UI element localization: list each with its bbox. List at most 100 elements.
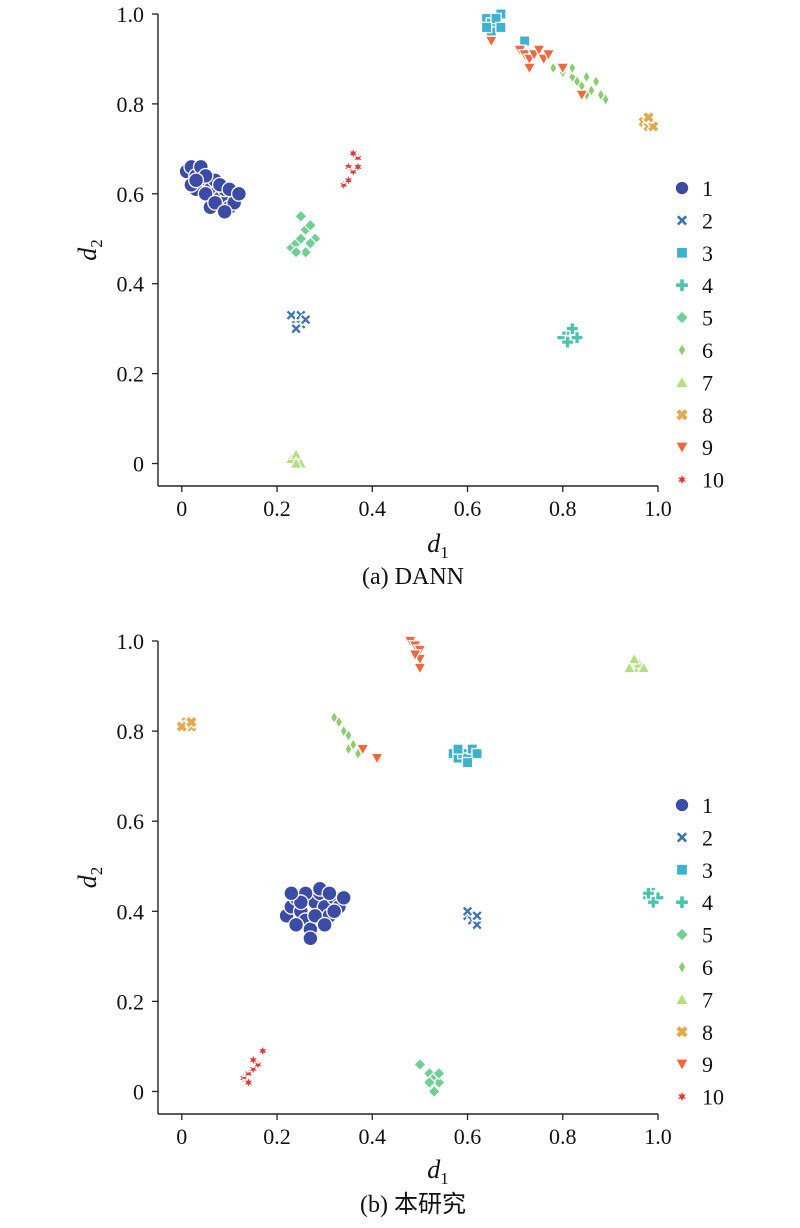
legend-marker-10 bbox=[674, 1088, 690, 1105]
data-point bbox=[355, 743, 370, 757]
legend-marker-6 bbox=[677, 959, 687, 975]
y-tick-label: 1.0 bbox=[117, 2, 145, 27]
data-point bbox=[216, 203, 233, 220]
data-point bbox=[299, 313, 313, 327]
x-axis-title-main: d bbox=[427, 529, 441, 558]
series-7 bbox=[622, 651, 651, 674]
data-point bbox=[484, 35, 499, 49]
legend-marker-4 bbox=[674, 278, 690, 293]
y-axis-title-subscript: 2 bbox=[87, 239, 106, 248]
legend-label: 10 bbox=[702, 468, 724, 493]
data-point bbox=[288, 456, 304, 469]
legend-marker-10 bbox=[674, 471, 690, 488]
data-point bbox=[432, 1075, 446, 1090]
legend-label: 8 bbox=[702, 403, 713, 428]
data-point bbox=[422, 1075, 437, 1090]
legend-marker-8 bbox=[674, 1024, 690, 1040]
data-point bbox=[570, 331, 584, 345]
data-point bbox=[427, 1084, 442, 1099]
data-point bbox=[560, 335, 575, 349]
legend-label: 6 bbox=[702, 338, 713, 363]
data-point bbox=[246, 1052, 261, 1068]
data-point bbox=[452, 743, 464, 755]
y-tick-label: 0.2 bbox=[117, 989, 145, 1014]
y-axis-title-subscript: 2 bbox=[87, 867, 106, 876]
data-point bbox=[346, 145, 361, 162]
data-point bbox=[636, 660, 651, 674]
data-point bbox=[408, 649, 423, 662]
legend-marker-9 bbox=[674, 1058, 690, 1073]
legend-marker-2 bbox=[675, 213, 689, 228]
data-point bbox=[572, 74, 582, 89]
data-point bbox=[293, 209, 308, 224]
legend-label: 4 bbox=[702, 273, 713, 298]
scatter-panel-2: 0 0.2 0.4 0.6 0.8 1.000.20.40.60.81.0d1d21234… bbox=[73, 629, 724, 1218]
legend-label: 2 bbox=[702, 825, 713, 850]
data-point bbox=[596, 87, 606, 103]
y-tick-label: 0.2 bbox=[117, 362, 145, 387]
series-3 bbox=[447, 743, 483, 769]
data-point bbox=[302, 930, 319, 947]
data-point bbox=[316, 916, 333, 933]
data-point bbox=[641, 110, 656, 125]
legend-label: 9 bbox=[702, 1052, 713, 1077]
legend-label: 1 bbox=[702, 793, 713, 818]
legend-marker-7 bbox=[674, 374, 690, 389]
legend-marker-1 bbox=[674, 180, 690, 196]
x-axis-title-main: d bbox=[427, 1155, 441, 1184]
data-point bbox=[495, 21, 507, 34]
data-point bbox=[303, 218, 318, 233]
data-point bbox=[230, 185, 247, 202]
legend-marker-3 bbox=[675, 863, 689, 876]
series-9 bbox=[355, 635, 428, 766]
data-point bbox=[283, 885, 300, 902]
legend-label: 1 bbox=[702, 176, 713, 201]
x-tick-label: 1.0 bbox=[644, 496, 672, 521]
data-point bbox=[548, 60, 558, 76]
legend-marker-5 bbox=[674, 927, 690, 943]
series-4 bbox=[556, 322, 584, 349]
x-tick-label: 0.4 bbox=[359, 496, 387, 521]
series-2 bbox=[461, 904, 484, 932]
series-1 bbox=[278, 880, 352, 947]
data-point bbox=[241, 1074, 256, 1091]
y-tick-label: 1.0 bbox=[117, 629, 145, 654]
data-point bbox=[412, 1057, 427, 1072]
data-point bbox=[255, 1043, 270, 1059]
data-point bbox=[289, 322, 303, 336]
scatter-panel-1: 0 0.2 0.4 0.6 0.8 1.000.20.40.60.81.0d1d21234… bbox=[73, 2, 724, 590]
x-tick-label: 0.6 bbox=[454, 496, 482, 521]
data-point bbox=[601, 92, 610, 107]
data-point bbox=[298, 245, 313, 260]
series-1 bbox=[178, 158, 247, 220]
series-3 bbox=[480, 8, 531, 47]
data-point bbox=[188, 172, 205, 189]
panel-caption: (a) DANN bbox=[362, 564, 464, 590]
data-point bbox=[470, 909, 484, 923]
series-10 bbox=[336, 145, 365, 193]
series-5 bbox=[412, 1057, 446, 1099]
data-point bbox=[567, 60, 577, 76]
legend-label: 7 bbox=[702, 370, 713, 395]
x-tick-label: 0.8 bbox=[549, 1124, 577, 1149]
x-tick-label: 0.8 bbox=[549, 496, 577, 521]
data-point bbox=[531, 44, 547, 58]
data-point bbox=[321, 885, 338, 902]
legend-label: 10 bbox=[702, 1085, 724, 1110]
x-tick-label: 0.4 bbox=[359, 1124, 387, 1149]
data-point bbox=[627, 651, 642, 665]
data-point bbox=[591, 74, 601, 89]
data-point bbox=[369, 752, 385, 766]
data-point bbox=[646, 895, 660, 909]
data-point bbox=[461, 756, 474, 769]
series-5 bbox=[284, 209, 323, 260]
series-2 bbox=[284, 308, 313, 336]
legend-marker-3 bbox=[675, 246, 689, 259]
series-10 bbox=[236, 1043, 270, 1091]
data-point bbox=[461, 904, 474, 918]
data-point bbox=[574, 89, 589, 103]
y-tick-label: 0 bbox=[133, 452, 144, 477]
data-point bbox=[293, 231, 308, 246]
y-tick-label: 0 bbox=[133, 1079, 144, 1104]
